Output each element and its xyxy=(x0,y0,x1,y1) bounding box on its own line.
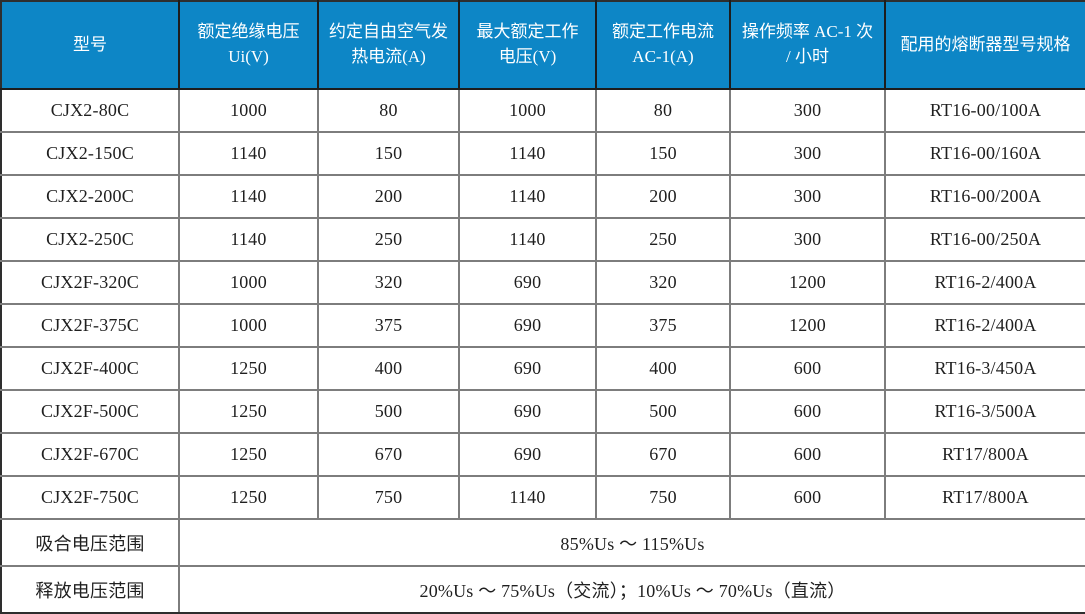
table-cell: 300 xyxy=(729,88,886,133)
table-cell: 1140 xyxy=(458,174,597,219)
table-cell: 320 xyxy=(595,260,731,305)
table-cell: 690 xyxy=(458,303,597,348)
table-cell: 300 xyxy=(729,174,886,219)
pickup-voltage-label: 吸合电压范围 xyxy=(0,518,180,567)
table-cell: 1140 xyxy=(178,131,319,176)
pickup-voltage-value: 85%Us ～ 115%Us xyxy=(178,518,1085,567)
table-cell: RT16-3/500A xyxy=(884,389,1085,434)
table-cell: 750 xyxy=(595,475,731,520)
table-cell: 80 xyxy=(595,88,731,133)
header-cell-fuse-spec: 配用的熔断器型号规格 xyxy=(884,0,1085,90)
table-cell: 1140 xyxy=(178,174,319,219)
table-cell: RT16-00/250A xyxy=(884,217,1085,262)
table-cell: 1000 xyxy=(178,88,319,133)
release-voltage-label: 释放电压范围 xyxy=(0,565,180,614)
release-voltage-value: 20%Us ～ 75%Us（交流）；10%Us ～ 70%Us（直流） xyxy=(178,565,1085,614)
table-cell: 1140 xyxy=(458,217,597,262)
pickup-voltage-row: 吸合电压范围 85%Us ～ 115%Us xyxy=(0,518,1085,567)
header-cell-insulation-voltage: 额定绝缘电压 Ui(V) xyxy=(178,0,319,90)
header-cell-operation-frequency: 操作频率 AC-1 次 / 小时 xyxy=(729,0,886,90)
table-cell: 200 xyxy=(595,174,731,219)
table-cell: 670 xyxy=(317,432,460,477)
table-cell: 250 xyxy=(595,217,731,262)
header-cell-max-working-voltage: 最大额定工作电压(V) xyxy=(458,0,597,90)
model-cell: CJX2F-500C xyxy=(0,389,180,434)
model-cell: CJX2F-400C xyxy=(0,346,180,391)
table-cell: 690 xyxy=(458,432,597,477)
table-cell: 600 xyxy=(729,346,886,391)
table-row: CJX2F-320C 1000 320 690 320 1200 RT16-2/… xyxy=(0,260,1085,305)
table-cell: 80 xyxy=(317,88,460,133)
table-cell: 1250 xyxy=(178,475,319,520)
table-cell: 1250 xyxy=(178,432,319,477)
table-cell: 1250 xyxy=(178,346,319,391)
table-row: CJX2-80C 1000 80 1000 80 300 RT16-00/100… xyxy=(0,88,1085,133)
table-cell: RT17/800A xyxy=(884,432,1085,477)
model-cell: CJX2-150C xyxy=(0,131,180,176)
table-cell: 375 xyxy=(595,303,731,348)
model-cell: CJX2-200C xyxy=(0,174,180,219)
header-cell-working-current: 额定工作电流 AC-1(A) xyxy=(595,0,731,90)
table-cell: 1200 xyxy=(729,303,886,348)
table-cell: 300 xyxy=(729,131,886,176)
table-cell: 750 xyxy=(317,475,460,520)
table-cell: 1200 xyxy=(729,260,886,305)
table-row: CJX2-150C 1140 150 1140 150 300 RT16-00/… xyxy=(0,131,1085,176)
model-cell: CJX2-80C xyxy=(0,88,180,133)
table-cell: RT16-00/160A xyxy=(884,131,1085,176)
table-cell: 1000 xyxy=(178,303,319,348)
table-cell: 690 xyxy=(458,346,597,391)
table-cell: 1140 xyxy=(458,475,597,520)
table-cell: 250 xyxy=(317,217,460,262)
table-cell: 600 xyxy=(729,389,886,434)
table-cell: 400 xyxy=(595,346,731,391)
table-cell: 1140 xyxy=(178,217,319,262)
table-row: CJX2-250C 1140 250 1140 250 300 RT16-00/… xyxy=(0,217,1085,262)
table-cell: 320 xyxy=(317,260,460,305)
table-row: CJX2F-400C 1250 400 690 400 600 RT16-3/4… xyxy=(0,346,1085,391)
table-cell: 1000 xyxy=(458,88,597,133)
table-cell: RT16-2/400A xyxy=(884,260,1085,305)
table-cell: 690 xyxy=(458,389,597,434)
table-cell: RT16-3/450A xyxy=(884,346,1085,391)
table-cell: 300 xyxy=(729,217,886,262)
release-voltage-row: 释放电压范围 20%Us ～ 75%Us（交流）；10%Us ～ 70%Us（直… xyxy=(0,565,1085,614)
table-cell: 1140 xyxy=(458,131,597,176)
table-cell: RT16-00/200A xyxy=(884,174,1085,219)
table-cell: 600 xyxy=(729,475,886,520)
header-cell-thermal-current: 约定自由空气发热电流(A) xyxy=(317,0,460,90)
table-body: CJX2-80C 1000 80 1000 80 300 RT16-00/100… xyxy=(0,88,1085,614)
table-cell: RT17/800A xyxy=(884,475,1085,520)
table-cell: 500 xyxy=(317,389,460,434)
table-row: CJX2F-670C 1250 670 690 670 600 RT17/800… xyxy=(0,432,1085,477)
header-cell-model: 型号 xyxy=(0,0,180,90)
table-row: CJX2-200C 1140 200 1140 200 300 RT16-00/… xyxy=(0,174,1085,219)
table-cell: 200 xyxy=(317,174,460,219)
table-header: 型号 额定绝缘电压 Ui(V) 约定自由空气发热电流(A) 最大额定工作电压(V… xyxy=(0,0,1085,90)
model-cell: CJX2F-750C xyxy=(0,475,180,520)
table-cell: 400 xyxy=(317,346,460,391)
table-cell: RT16-2/400A xyxy=(884,303,1085,348)
model-cell: CJX2-250C xyxy=(0,217,180,262)
table-cell: 375 xyxy=(317,303,460,348)
table-cell: 1250 xyxy=(178,389,319,434)
table-cell: 600 xyxy=(729,432,886,477)
table-row: CJX2F-375C 1000 375 690 375 1200 RT16-2/… xyxy=(0,303,1085,348)
header-row: 型号 额定绝缘电压 Ui(V) 约定自由空气发热电流(A) 最大额定工作电压(V… xyxy=(0,0,1085,90)
table-cell: 150 xyxy=(317,131,460,176)
model-cell: CJX2F-375C xyxy=(0,303,180,348)
table-cell: RT16-00/100A xyxy=(884,88,1085,133)
table-cell: 690 xyxy=(458,260,597,305)
table-cell: 150 xyxy=(595,131,731,176)
model-cell: CJX2F-320C xyxy=(0,260,180,305)
table-row: CJX2F-750C 1250 750 1140 750 600 RT17/80… xyxy=(0,475,1085,520)
table-cell: 1000 xyxy=(178,260,319,305)
table-cell: 500 xyxy=(595,389,731,434)
table-row: CJX2F-500C 1250 500 690 500 600 RT16-3/5… xyxy=(0,389,1085,434)
table-cell: 670 xyxy=(595,432,731,477)
model-cell: CJX2F-670C xyxy=(0,432,180,477)
